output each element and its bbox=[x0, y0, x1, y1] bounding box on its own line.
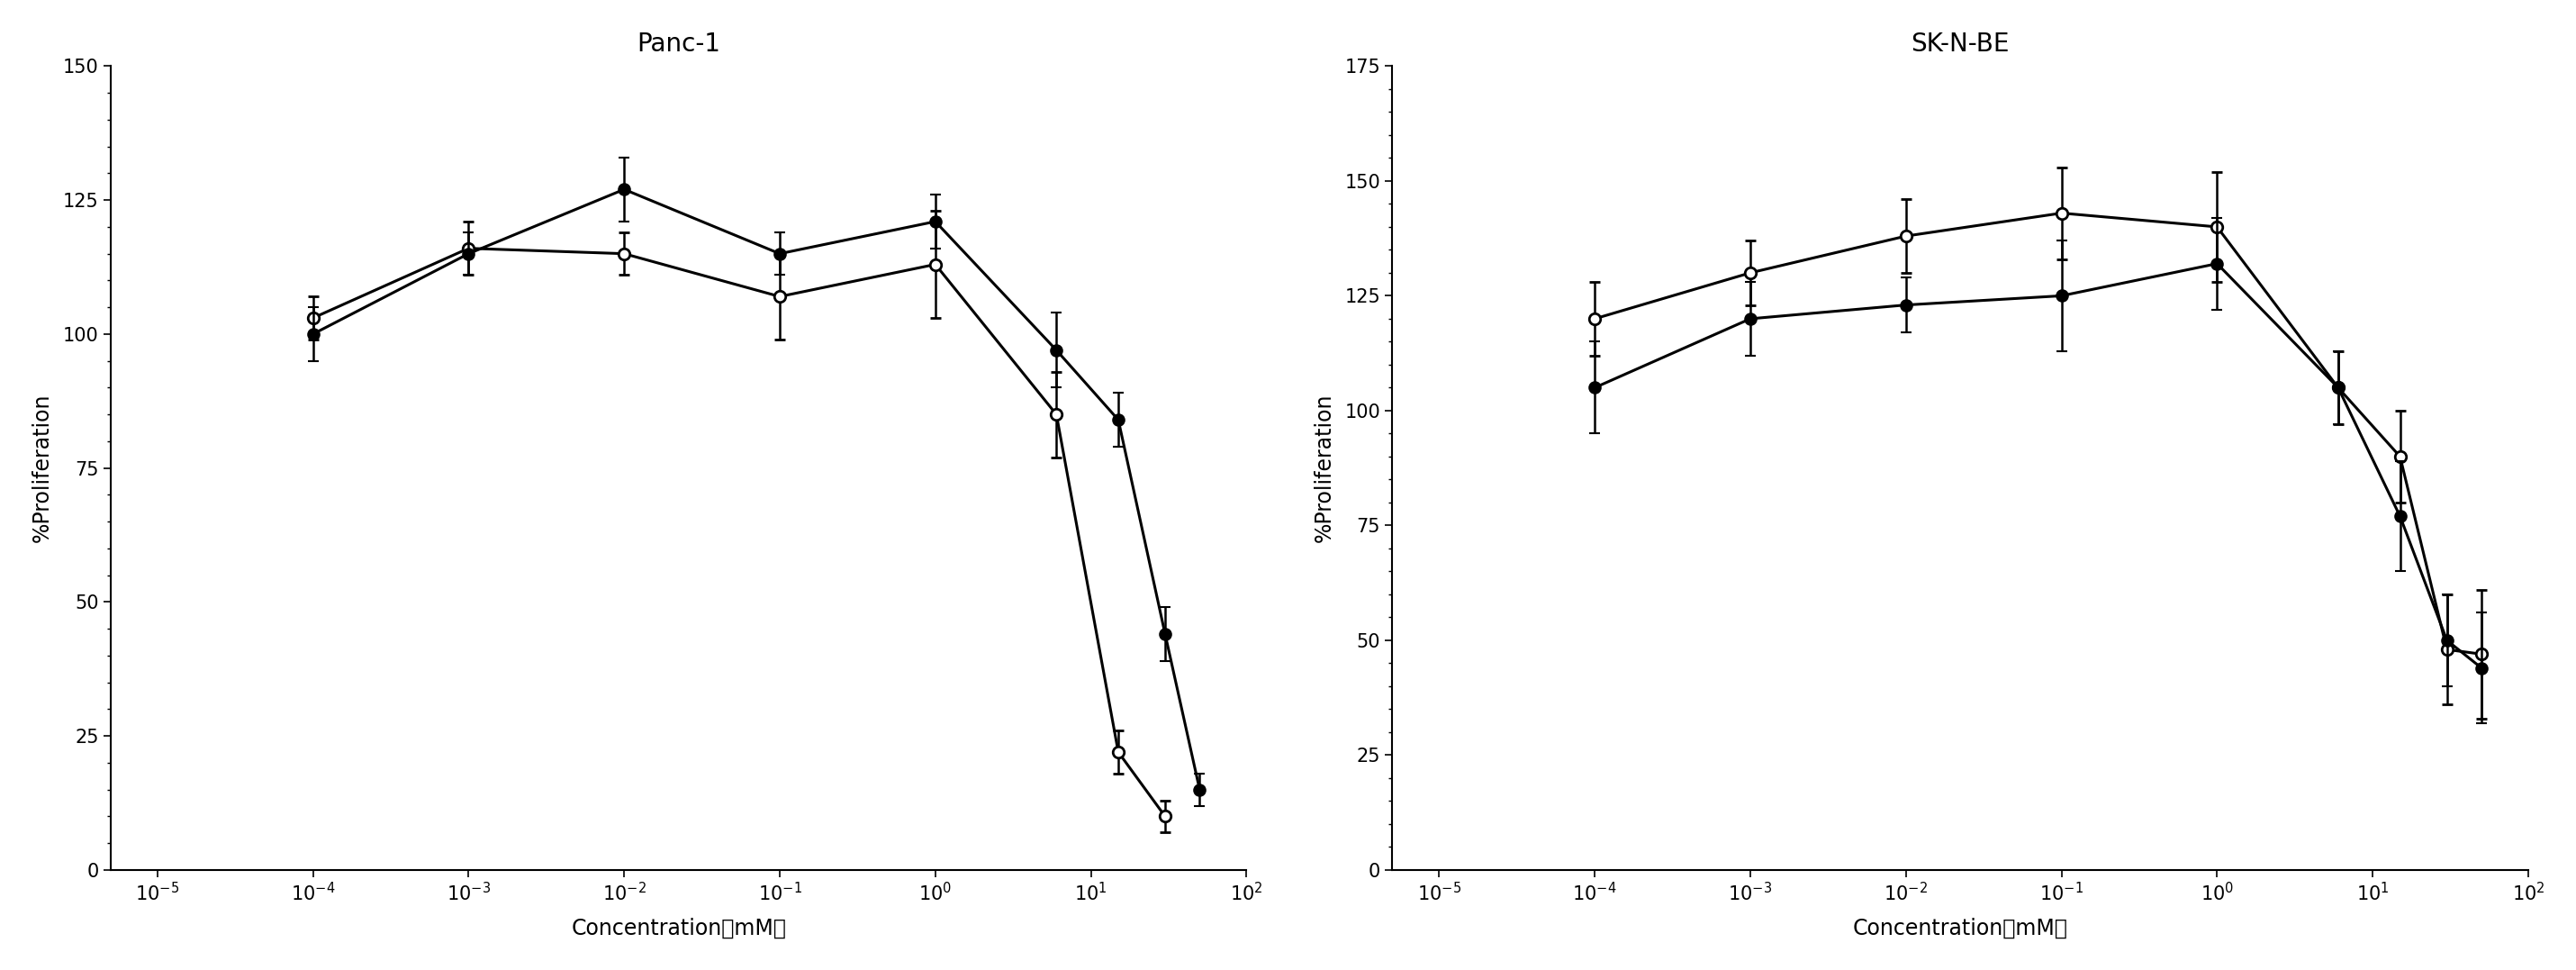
Title: Panc-1: Panc-1 bbox=[636, 31, 721, 56]
Y-axis label: %Proliferation: %Proliferation bbox=[31, 394, 54, 542]
X-axis label: Concentration（mM）: Concentration（mM） bbox=[572, 917, 786, 939]
Title: SK-N-BE: SK-N-BE bbox=[1911, 31, 2009, 56]
X-axis label: Concentration（mM）: Concentration（mM） bbox=[1852, 917, 2069, 939]
Y-axis label: %Proliferation: %Proliferation bbox=[1314, 394, 1334, 542]
